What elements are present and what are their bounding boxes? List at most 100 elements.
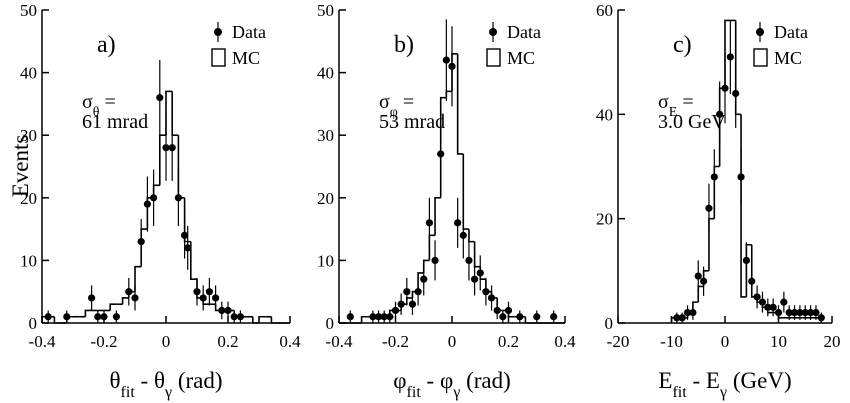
histogram-bin [270,316,278,324]
histogram-bin [422,259,430,273]
x-axis-label-part: (GeV) [727,368,792,393]
annotation-part: θ [93,105,100,120]
annotation: σφ = [379,91,414,120]
y-tick-label: 30 [317,126,334,145]
data-point [459,231,467,239]
y-tick-label: 20 [596,210,613,229]
histogram-bin [233,310,241,318]
x-axis-label-part: (rad) [172,368,222,393]
histogram-bin [490,291,498,299]
x-tick-label: 20 [824,332,841,351]
data-point [403,288,411,296]
annotation-part: = [398,91,414,113]
legend-label: Data [507,22,541,42]
histogram-bin [128,290,135,298]
data-point [705,204,713,212]
histogram-bin [134,265,142,292]
data-point [785,308,793,317]
histogram-bin [734,20,742,116]
annotation-part: σ [658,91,669,113]
legend-label: Data [774,22,808,42]
histogram-bin [750,244,758,298]
annotation-part: = [677,91,693,113]
data-point [780,298,788,306]
histogram-bin [496,297,503,312]
histogram-bin [740,114,747,298]
histogram-bin [152,184,160,198]
annotation-part: = [100,91,116,113]
histogram-bin [84,309,92,317]
histogram-bin [485,279,492,293]
data-point [88,294,96,302]
y-tick-label: 10 [317,251,334,270]
histogram-bin [777,312,784,319]
histogram-bin [411,290,419,298]
histogram-bin [462,153,469,230]
x-axis-label-part: γ [719,384,727,401]
histogram-bin [451,53,458,92]
data-point [156,94,164,102]
data-point [184,244,192,252]
histogram-bin [360,315,368,323]
x-tick-label: 0.2 [217,332,238,351]
histogram-bin [165,90,173,136]
histogram-bin [815,316,823,323]
y-tick-label: 10 [20,251,37,270]
legend-label: Data [232,22,266,42]
histogram-bin [745,243,752,297]
x-tick-label: 0.4 [279,332,301,351]
data-point [550,313,558,321]
data-point [168,144,176,152]
histogram-bin [713,165,720,219]
y-tick-label: 20 [317,189,334,208]
histogram-bin [761,302,768,309]
x-tick-label: 10 [770,332,787,351]
x-tick-label: -0.4 [29,332,56,351]
histogram-bin [686,311,693,318]
y-tick-label: 20 [20,189,37,208]
x-tick-label: 0 [448,332,457,351]
annotation-part: φ [390,105,398,120]
annotation: σθ = [82,91,116,120]
y-tick-label: 50 [20,1,37,20]
histogram-bin [406,297,413,305]
x-axis-label-part: γ [452,384,460,401]
histogram-bin [724,19,731,89]
data-point [431,256,439,264]
data-point [131,294,139,302]
histogram-bin [507,310,515,318]
y-tick-label: 0 [29,314,38,333]
histogram-bin [146,197,154,230]
annotation: 3.0 GeV [658,111,726,133]
histogram-bin [177,135,185,199]
data-point [94,313,102,321]
panel-label: a) [97,32,116,58]
data-point [112,313,120,321]
x-axis-label-part: E [658,368,672,393]
legend-marker [211,48,226,67]
data-point [533,313,541,321]
data-point [162,144,170,152]
histogram-bin [417,272,424,292]
histogram-bin [53,316,61,324]
x-axis-label-part: φ [393,368,406,393]
histogram-bin [400,303,407,311]
x-axis-label: θfit - θγ (rad) [109,368,222,401]
histogram-bin [456,53,464,155]
data-point [790,308,799,317]
histogram-bin [428,234,436,261]
histogram-bin [756,296,763,303]
histogram-bin [171,91,179,136]
histogram-bin [140,228,148,267]
x-axis-label-part: fit [672,384,687,401]
annotation: 53 mrad [379,111,445,133]
data-point [801,308,809,317]
panel-label: b) [394,32,414,58]
histogram-bin [183,197,191,243]
histogram-bin [190,241,197,280]
x-tick-label: -0.2 [91,332,118,351]
x-axis-label: Efit - Eγ (GeV) [658,368,791,401]
data-point [471,275,479,283]
x-tick-label: 0 [162,332,171,351]
